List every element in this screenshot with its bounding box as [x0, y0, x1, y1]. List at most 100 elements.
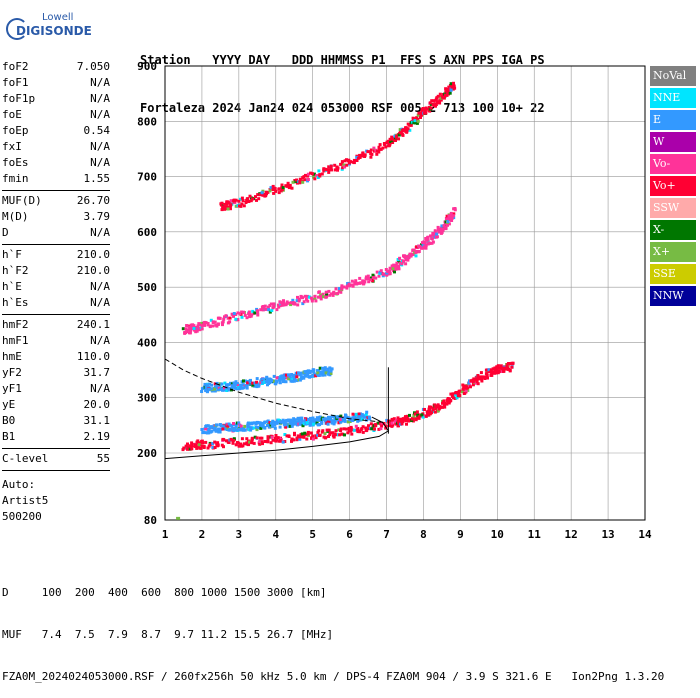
echo-point [352, 158, 356, 162]
param-row-fxi: fxI N/A [2, 140, 110, 156]
echo-point [505, 364, 509, 368]
echo-point [269, 441, 273, 445]
echo-point [269, 423, 273, 427]
echo-point [204, 388, 208, 392]
echo-point [416, 413, 420, 417]
echo-point [209, 318, 213, 322]
echo-point [197, 443, 201, 447]
echo-point [508, 368, 512, 372]
echo-point [256, 426, 260, 430]
echo-point [207, 431, 211, 435]
echo-point [365, 428, 369, 432]
echo-point [449, 82, 453, 86]
echo-point [270, 421, 273, 425]
echo-point [347, 161, 351, 165]
echo-point [447, 400, 451, 404]
echo-point [363, 155, 367, 158]
echo-point [285, 418, 289, 422]
echo-point [301, 176, 305, 180]
echo-point [291, 298, 295, 302]
digisonde-logo: Lowell DIGISONDE [4, 8, 94, 44]
echo-point [256, 421, 260, 425]
param-value: 31.1 [83, 414, 111, 427]
echo-point [399, 420, 403, 424]
echo-point [310, 299, 314, 303]
echo-point [396, 264, 400, 268]
param-value: N/A [90, 76, 110, 89]
echo-point [295, 436, 299, 440]
echo-point [300, 432, 304, 436]
param-name: h`F2 [2, 264, 29, 277]
echo-point [386, 269, 390, 273]
echo-point [489, 368, 493, 372]
echo-point [325, 295, 329, 299]
echo-point [285, 422, 289, 426]
echo-point [437, 227, 441, 231]
echo-point [491, 367, 495, 371]
echo-point [392, 417, 396, 421]
echo-point [317, 429, 321, 433]
echo-point [240, 437, 244, 441]
echo-point [445, 217, 449, 221]
y-tick-label: 600 [137, 226, 157, 239]
echo-point [276, 303, 280, 307]
echo-point [261, 423, 265, 427]
echo-point [298, 437, 302, 441]
echo-point [263, 440, 267, 443]
echo-point [435, 235, 438, 239]
echo-point [209, 430, 213, 434]
echo-point [230, 312, 234, 316]
param-row-foe: foE N/A [2, 108, 110, 124]
echo-point [295, 178, 299, 182]
echo-point [369, 422, 373, 426]
echo-point [298, 177, 302, 181]
echo-point [449, 213, 453, 217]
echo-point [215, 423, 218, 427]
echo-point [408, 413, 411, 417]
echo-point [230, 385, 234, 389]
x-tick-label: 13 [601, 528, 614, 541]
echo-point [440, 230, 444, 234]
echo-point [436, 409, 440, 413]
echo-point [343, 416, 347, 420]
echo-point [216, 441, 220, 445]
echo-point [450, 85, 454, 89]
echo-point [216, 444, 219, 448]
echo-point [249, 378, 252, 382]
echo-point [215, 381, 219, 385]
echo-point [318, 434, 321, 437]
echo-point [200, 428, 204, 431]
echo-point [448, 216, 452, 220]
echo-point [330, 421, 334, 425]
echo-point [453, 397, 457, 400]
echo-point [427, 409, 431, 413]
echo-point [423, 241, 427, 245]
echo-point [220, 382, 224, 386]
echo-point [441, 401, 444, 405]
echo-point [317, 295, 320, 299]
echo-point [435, 232, 439, 236]
echo-point [296, 303, 300, 307]
echo-point [262, 193, 266, 196]
echo-point [405, 258, 409, 262]
echo-point [317, 169, 321, 173]
param-name: fxI [2, 140, 22, 153]
echo-point [505, 367, 509, 371]
echo-point [346, 420, 350, 424]
echo-point [309, 431, 313, 435]
echo-point [331, 434, 335, 438]
echo-point [246, 197, 250, 201]
echo-point [229, 199, 233, 203]
echo-point [274, 189, 278, 193]
echo-point [273, 423, 277, 427]
echo-point [395, 135, 399, 139]
echo-point [445, 214, 449, 218]
echo-point [474, 381, 478, 385]
echo-point [213, 387, 216, 391]
echo-point [245, 441, 249, 445]
echo-point [223, 381, 227, 385]
echo-point [249, 428, 253, 432]
echo-point [452, 392, 455, 396]
y-tick-label: 800 [137, 115, 157, 128]
footer-muf-row: MUF 7.4 7.5 7.9 8.7 9.7 11.2 15.5 26.7 [… [2, 628, 334, 641]
